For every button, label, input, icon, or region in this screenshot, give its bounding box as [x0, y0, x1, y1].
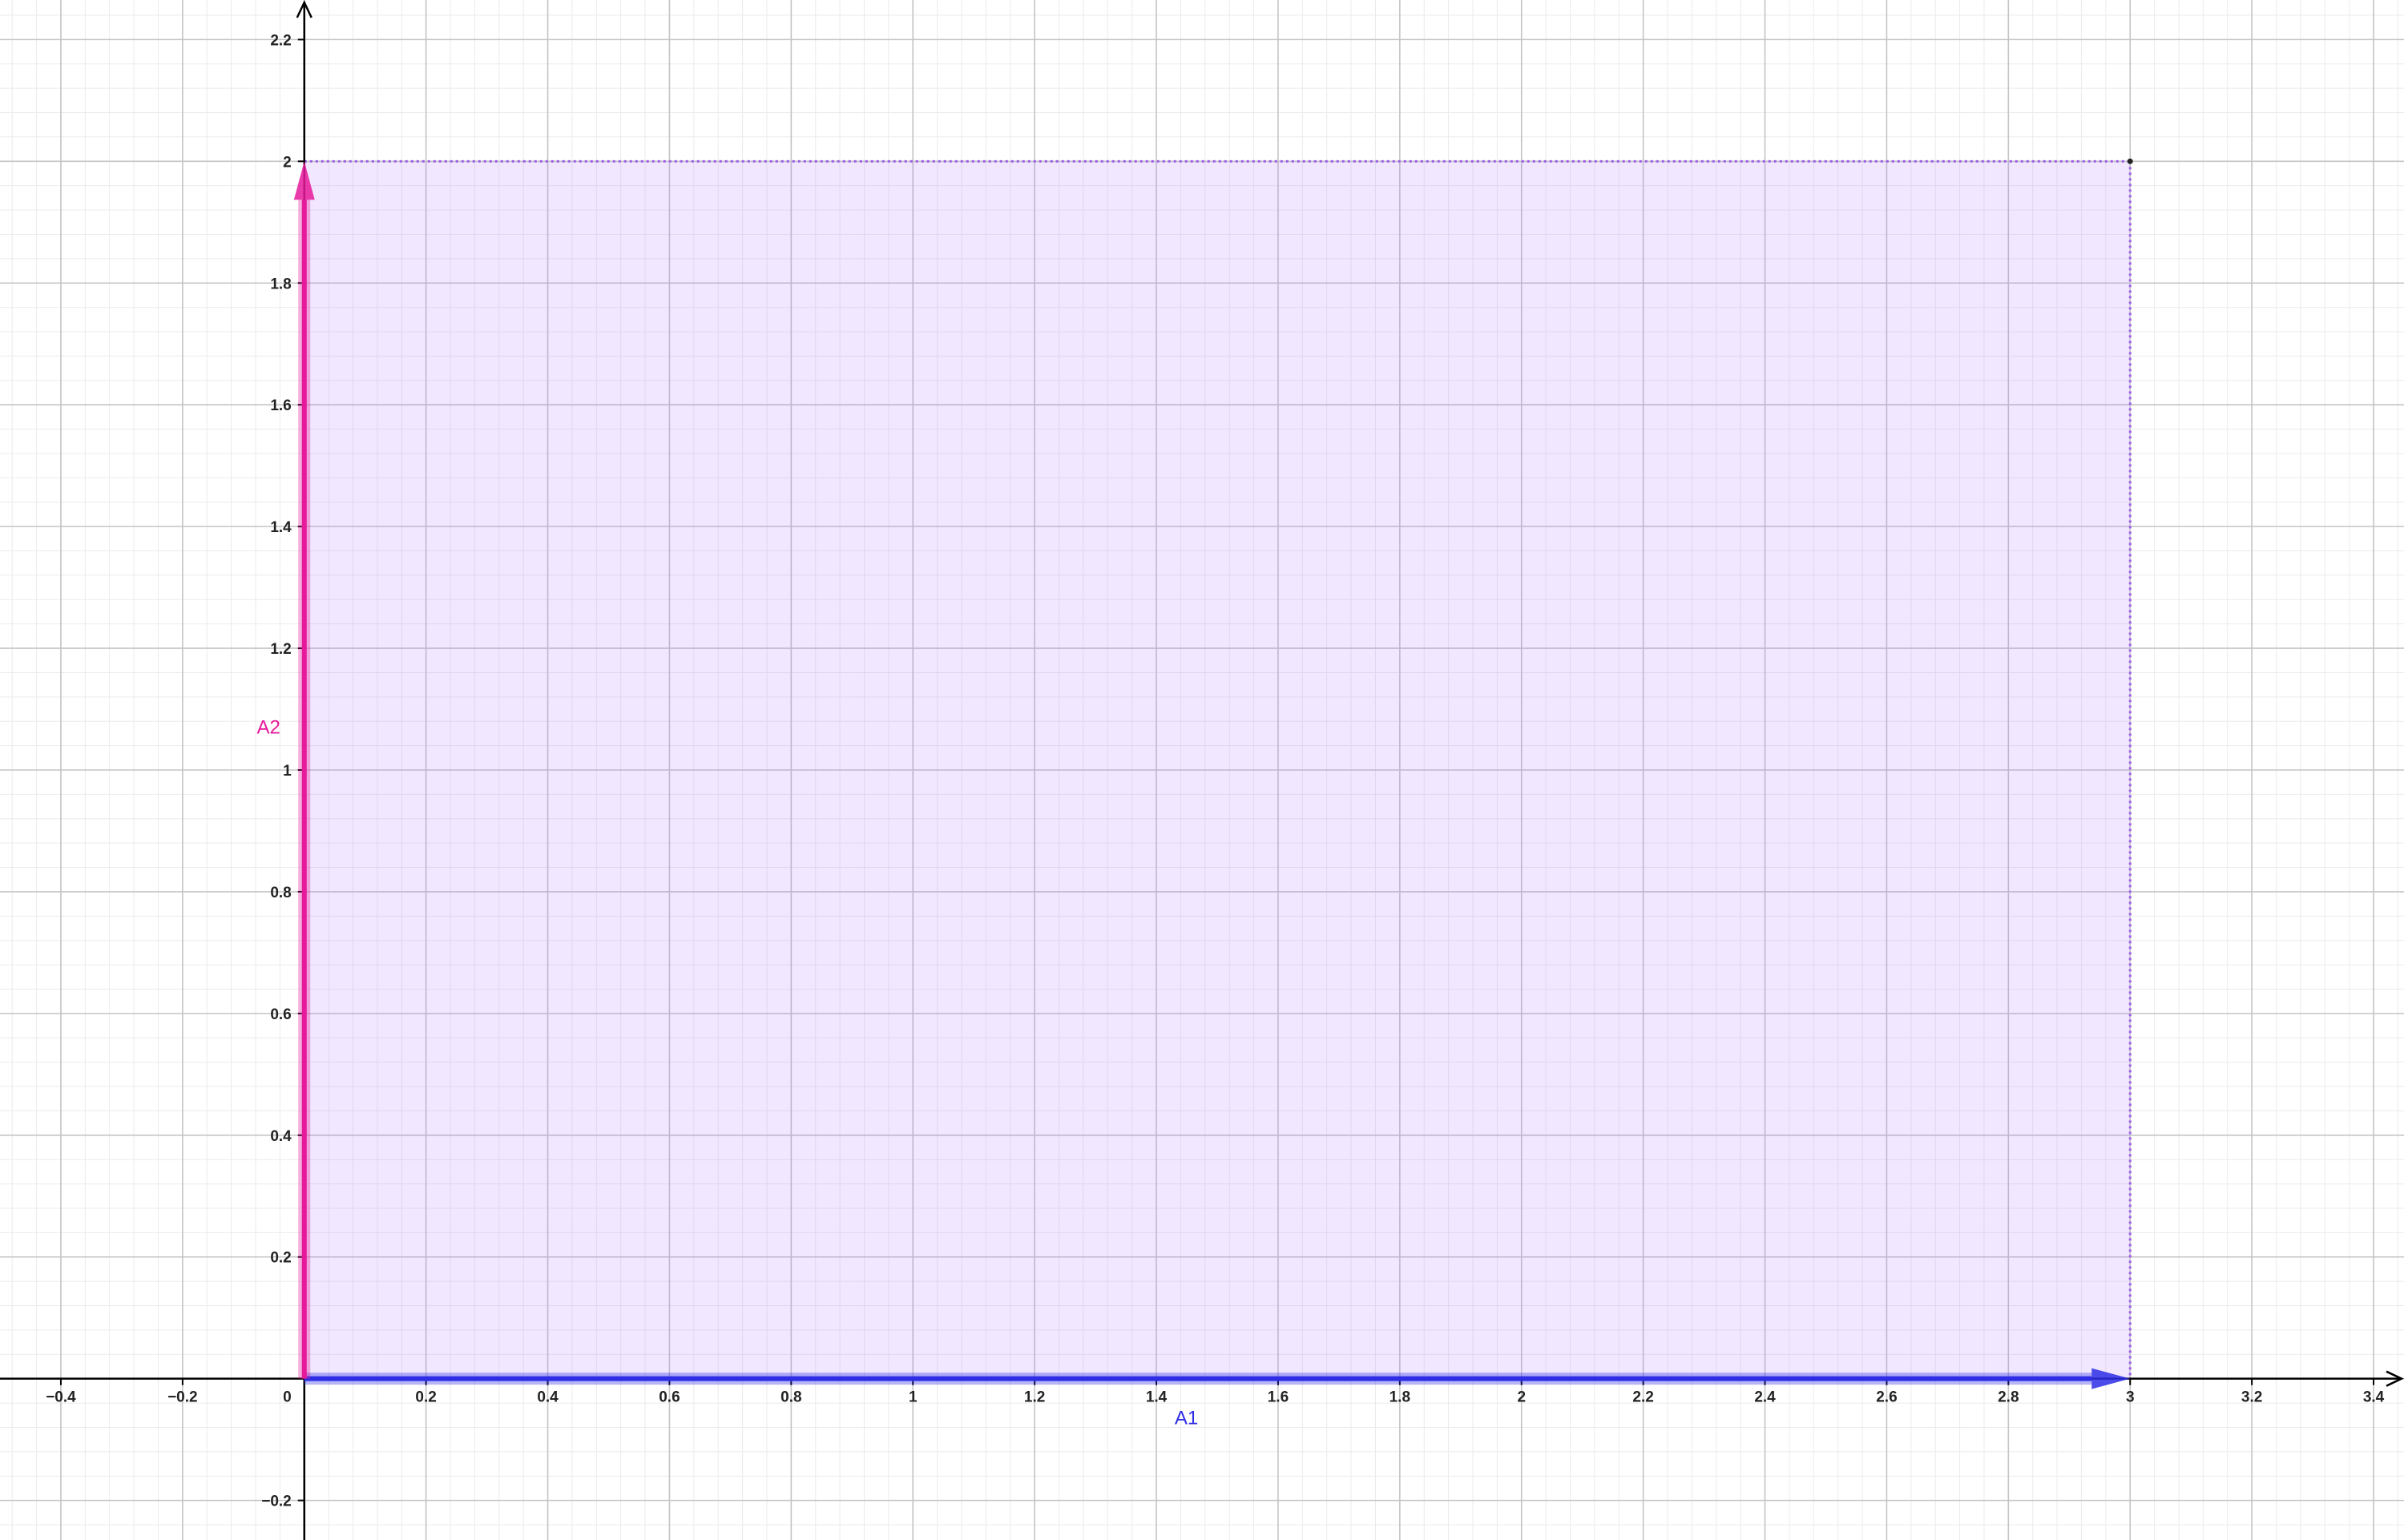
x-tick-label: 0.2 — [415, 1389, 436, 1406]
x-tick-label: 0.8 — [780, 1389, 801, 1406]
x-tick-label: 2.8 — [1998, 1389, 2019, 1406]
y-tick-label: 1.6 — [270, 397, 291, 414]
x-tick-label: 3.2 — [2241, 1389, 2262, 1406]
y-tick-label: 2.2 — [270, 32, 291, 49]
x-tick-label: 1.8 — [1390, 1389, 1410, 1406]
vector-arrowhead — [293, 161, 315, 200]
vector-arrowhead — [2091, 1368, 2131, 1389]
y-tick-label: 0.4 — [270, 1128, 292, 1145]
vectors: A1 A2 — [257, 161, 2131, 1429]
y-tick-label: 0.8 — [270, 885, 291, 901]
y-tick-label: 1.8 — [270, 276, 291, 292]
x-tick-label: 1.2 — [1024, 1389, 1045, 1406]
y-axis-arrow — [296, 0, 313, 18]
y-tick-label: 1.4 — [270, 519, 292, 536]
vector-label-a2: A2 — [257, 716, 280, 738]
x-tick-label: 2.2 — [1632, 1389, 1653, 1406]
vector-label-a1: A1 — [1175, 1408, 1198, 1429]
y-tick-label: 1.2 — [270, 641, 291, 658]
y-tick-label: 2 — [283, 154, 292, 171]
y-tick-label: −0.2 — [261, 1494, 292, 1510]
x-tick-label: 1.6 — [1268, 1389, 1289, 1406]
x-tick-label: 2.4 — [1754, 1389, 1776, 1406]
x-tick-label: 3.4 — [2363, 1389, 2385, 1406]
vector-a1: A1 — [304, 1368, 2131, 1429]
spanned-region — [304, 159, 2132, 1379]
x-axis-arrow — [2386, 1370, 2404, 1387]
x-tick-label: −0.4 — [46, 1389, 76, 1406]
x-tick-label: 2.6 — [1876, 1389, 1897, 1406]
x-tick-label: 1.4 — [1146, 1389, 1168, 1406]
x-tick-label: 0.6 — [659, 1389, 680, 1406]
region-fill — [304, 161, 2131, 1379]
points — [2127, 158, 2133, 164]
y-tick-label: 0.6 — [270, 1006, 291, 1023]
x-tick-label: −0.2 — [167, 1389, 198, 1406]
y-tick-label: 0.2 — [270, 1250, 291, 1267]
origin-label: 0 — [283, 1389, 292, 1406]
x-tick-label: 2 — [1517, 1389, 1526, 1406]
corner-point — [2127, 158, 2133, 164]
x-tick-label: 3 — [2126, 1389, 2135, 1406]
vector-a2: A2 — [257, 161, 315, 1379]
y-tick-label: 1 — [283, 763, 292, 780]
x-tick-label: 1 — [909, 1389, 918, 1406]
x-tick-label: 0.4 — [537, 1389, 559, 1406]
